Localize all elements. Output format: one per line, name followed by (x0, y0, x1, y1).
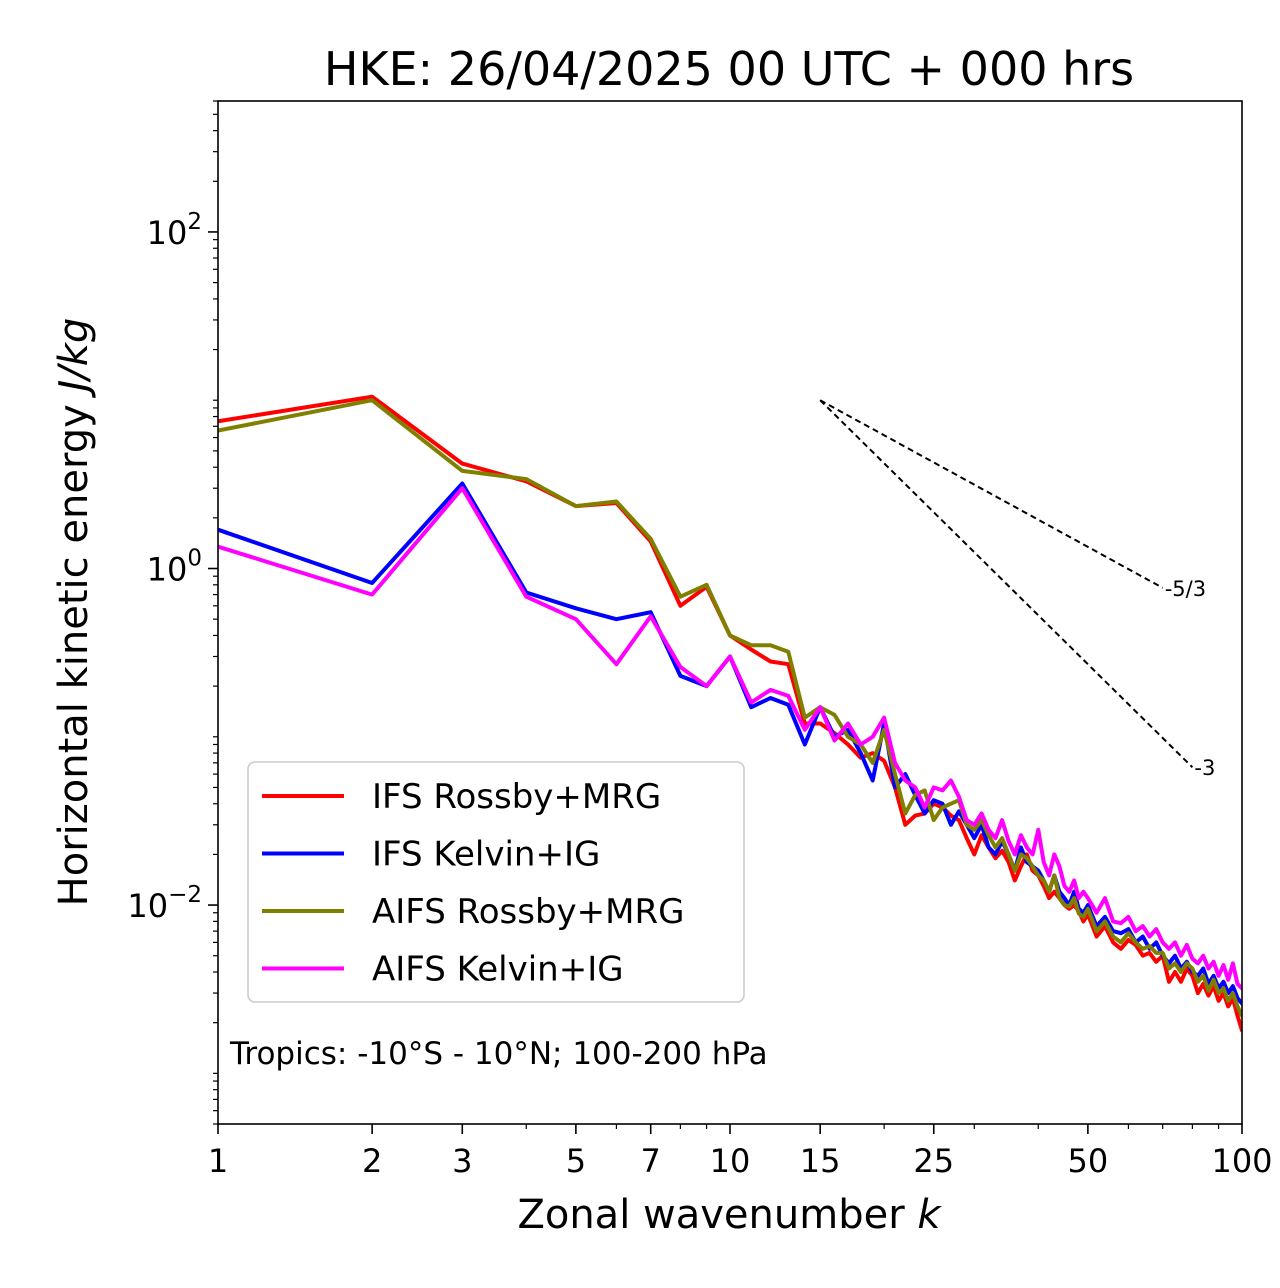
legend-label-1: IFS Rossby+MRG (372, 777, 661, 817)
region-annotation: Tropics: -10°S - 10°N; 100-200 hPa (229, 1036, 768, 1072)
x-tick-label: 7 (641, 1142, 661, 1180)
x-axis: 1 2 3 5 7 10 15 25 50 100 (208, 1124, 1273, 1180)
chart-title: HKE: 26/04/2025 00 UTC + 000 hrs (324, 42, 1134, 96)
y-tick-exponent: −2 (168, 882, 202, 908)
y-tick-label: 102 (147, 209, 202, 252)
series-layer (218, 394, 1242, 1033)
x-tick-label: 1 (208, 1142, 228, 1180)
y-tick-base: 10 (147, 551, 188, 589)
reference-slope-label-1: -5/3 (1165, 577, 1206, 601)
x-tick-label: 3 (452, 1142, 472, 1180)
y-tick-exponent: 0 (187, 546, 202, 572)
y-axis-label-unit: J/kg (51, 318, 97, 399)
legend: IFS Rossby+MRG IFS Kelvin+IG AIFS Rossby+M… (247, 761, 745, 1003)
x-axis-label-text: Zonal wavenumber (517, 1192, 917, 1238)
y-axis-label: Horizontal kinetic energy J/kg (51, 318, 97, 907)
x-axis-label: Zonal wavenumber k (517, 1192, 942, 1238)
y-tick-base: 10 (147, 214, 188, 252)
x-tick-label: 100 (1211, 1142, 1272, 1180)
y-tick-label: 100 (147, 546, 202, 589)
plot-area: -5/3 -3 (217, 100, 1243, 1125)
reference-slopes: -5/3 -3 (819, 399, 1215, 780)
x-tick-label: 25 (913, 1142, 954, 1180)
x-tick-label: 2 (362, 1142, 382, 1180)
y-tick-base: 10 (127, 887, 168, 925)
legend-box (247, 761, 745, 1003)
series-line-4 (218, 486, 1242, 991)
reference-slope-line-1 (819, 399, 1164, 589)
series-line-1 (218, 394, 1242, 1033)
x-axis-label-var: k (917, 1192, 942, 1238)
legend-label-2: IFS Kelvin+IG (372, 835, 600, 875)
x-tick-label: 10 (710, 1142, 751, 1180)
reference-slope-line-2 (819, 399, 1194, 768)
x-tick-label: 15 (800, 1142, 841, 1180)
reference-slope-label-2: -3 (1194, 756, 1215, 780)
y-axis-label-text: Horizontal kinetic energy (51, 392, 97, 907)
y-tick-exponent: 2 (187, 209, 202, 235)
x-tick-label: 50 (1068, 1142, 1109, 1180)
x-tick-label: 5 (566, 1142, 586, 1180)
legend-label-4: AIFS Kelvin+IG (372, 950, 624, 990)
legend-label-3: AIFS Rossby+MRG (372, 892, 684, 932)
series-line-3 (218, 398, 1242, 1018)
y-tick-label: 10−2 (127, 882, 202, 925)
series-line-2 (218, 481, 1242, 1006)
